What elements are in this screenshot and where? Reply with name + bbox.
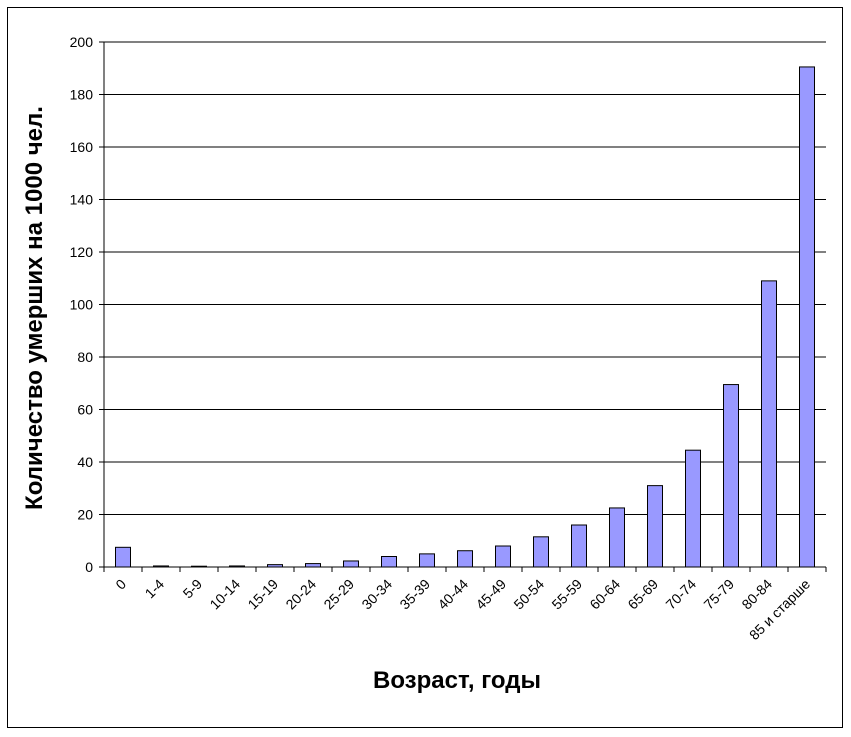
y-tick-label: 0 bbox=[85, 559, 93, 575]
bar bbox=[799, 66, 815, 568]
bar bbox=[685, 449, 701, 568]
y-tick-label: 80 bbox=[77, 349, 93, 365]
x-tick-label: 1-4 bbox=[141, 576, 167, 602]
y-tick-label: 40 bbox=[77, 454, 93, 470]
x-tick-label: 15-19 bbox=[244, 576, 281, 613]
bar bbox=[761, 280, 777, 568]
x-tick-label: 60-64 bbox=[586, 576, 623, 613]
y-tick-label: 120 bbox=[70, 244, 94, 260]
x-tick-label: 10-14 bbox=[206, 576, 243, 613]
y-tick-label: 160 bbox=[70, 139, 94, 155]
x-tick-label: 35-39 bbox=[396, 576, 433, 613]
y-tick-label: 200 bbox=[70, 34, 94, 50]
x-tick-labels: 0 1-4 5-9 10-14 15-19 20-24 25-29 30-34 35-39 40-… bbox=[112, 576, 813, 643]
bar bbox=[571, 524, 587, 568]
bar bbox=[457, 550, 473, 568]
x-tick-label: 20-24 bbox=[282, 576, 319, 613]
gridlines bbox=[104, 41, 826, 515]
chart-frame bbox=[7, 7, 843, 728]
bar bbox=[609, 507, 625, 568]
y-tick-label: 60 bbox=[77, 402, 93, 418]
x-axis-title: Возраст, годы bbox=[373, 667, 541, 694]
bar bbox=[305, 563, 321, 568]
y-tick-label: 100 bbox=[70, 297, 94, 313]
x-tick-label: 55-59 bbox=[548, 576, 585, 613]
x-tick-label: 70-74 bbox=[662, 576, 699, 613]
bar bbox=[495, 545, 511, 568]
bars bbox=[115, 66, 815, 568]
y-tick-label: 140 bbox=[70, 192, 94, 208]
bar bbox=[723, 384, 739, 568]
x-tick-label: 30-34 bbox=[358, 576, 395, 613]
x-tick-label: 0 bbox=[112, 576, 129, 593]
axes bbox=[99, 41, 827, 572]
bar bbox=[115, 546, 131, 568]
x-tick-label: 50-54 bbox=[510, 576, 547, 613]
y-tick-labels: 0 20 40 60 80 100 120 140 160 180 200 bbox=[70, 34, 94, 575]
x-tick-label: 75-79 bbox=[700, 576, 737, 613]
x-tick-label: 65-69 bbox=[624, 576, 661, 613]
bar bbox=[533, 536, 549, 568]
y-tick-label: 180 bbox=[70, 87, 94, 103]
y-tick-label: 20 bbox=[77, 507, 93, 523]
x-tick-label: 5-9 bbox=[179, 576, 205, 602]
bar bbox=[647, 485, 663, 568]
x-tick-label: 45-49 bbox=[472, 576, 509, 613]
bar bbox=[343, 560, 359, 568]
bar bbox=[381, 556, 397, 568]
y-axis-title: Количество умерших на 1000 чел. bbox=[21, 106, 48, 510]
x-tick-label: 25-29 bbox=[320, 576, 357, 613]
bar bbox=[419, 553, 435, 568]
x-tick-label: 40-44 bbox=[434, 576, 471, 613]
